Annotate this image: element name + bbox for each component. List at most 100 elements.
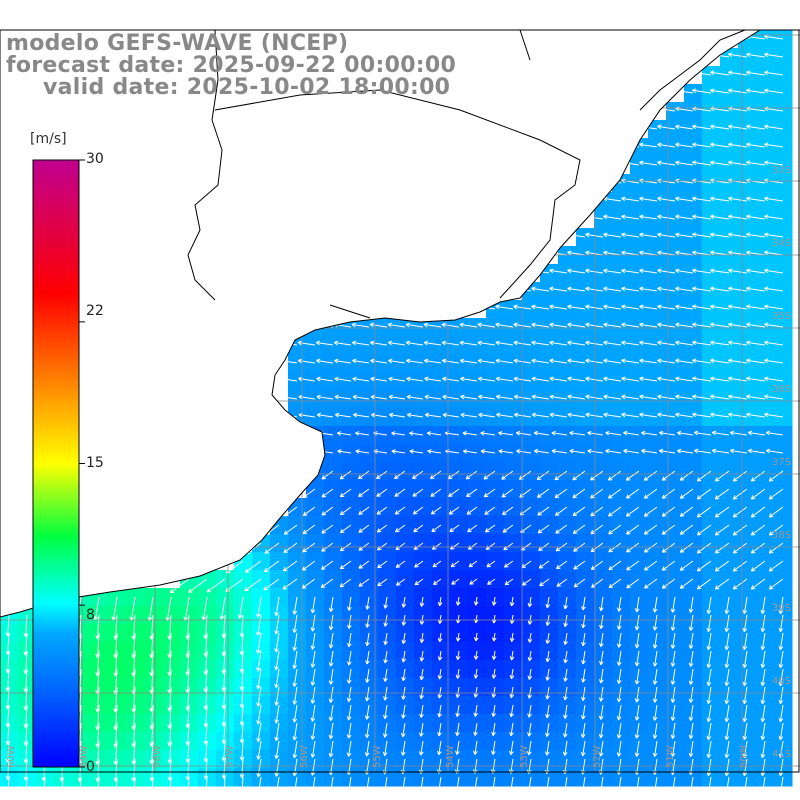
wind-arrow (761, 614, 766, 632)
wind-arrow (130, 596, 136, 621)
speed-cell (666, 516, 685, 535)
wind-arrow-head (256, 773, 259, 778)
wind-arrow (334, 378, 352, 382)
wind-arrow-head (573, 532, 578, 534)
wind-arrow-head (483, 492, 487, 497)
wind-arrow-head (337, 450, 342, 454)
wind-arrow-head (778, 753, 781, 758)
wind-arrow-head (339, 475, 343, 480)
wind-arrow-head (564, 605, 568, 610)
wind-arrow (714, 560, 730, 572)
wind-arrow-head (585, 340, 590, 343)
wind-arrow-head (316, 376, 321, 379)
wind-arrow (567, 305, 586, 310)
wind-arrow-head (441, 324, 446, 328)
wind-arrow-head (551, 448, 556, 452)
wind-arrow-head (275, 666, 279, 671)
wind-arrow-head (310, 609, 313, 614)
wind-arrow (537, 524, 550, 534)
wind-arrow (330, 704, 334, 721)
speed-cell (702, 210, 721, 229)
wind-arrow-head (680, 497, 685, 499)
wind-arrow (779, 632, 784, 650)
wind-arrow (626, 578, 640, 589)
wind-arrow-head (79, 795, 83, 800)
wind-arrow-head (556, 582, 560, 587)
wind-arrow-head (334, 396, 339, 400)
wind-arrow (439, 632, 442, 642)
wind-arrow-head (764, 269, 768, 274)
wind-arrow (484, 506, 496, 515)
wind-arrow-head (528, 676, 533, 680)
wind-arrow (7, 740, 10, 763)
wind-arrow-head (652, 680, 656, 685)
speed-cell (360, 498, 379, 517)
wind-arrow-head (764, 322, 769, 325)
wind-arrow-head (348, 734, 352, 739)
wind-arrow-head (402, 658, 407, 663)
wind-arrow (352, 396, 370, 400)
wind-arrow (264, 542, 280, 554)
wind-arrow-head (732, 585, 736, 590)
speed-cell (666, 156, 685, 175)
wind-arrow (697, 524, 712, 536)
wind-arrow-head (621, 305, 626, 310)
wind-arrow-head (531, 340, 536, 343)
speed-cell (486, 408, 505, 427)
wind-arrow-head (310, 735, 313, 740)
wind-arrow-head (600, 625, 604, 629)
wind-arrow-head (751, 551, 756, 554)
wind-arrow (132, 704, 136, 730)
wind-arrow-head (387, 324, 392, 328)
wind-arrow-head (549, 378, 554, 382)
wind-arrow (728, 413, 748, 418)
wind-arrow-head (675, 161, 679, 166)
speed-cell (648, 516, 667, 535)
wind-arrow-head (621, 304, 626, 307)
speed-cell (702, 318, 721, 337)
wind-arrow-head (692, 88, 697, 91)
wind-arrow-head (400, 732, 404, 737)
wind-arrow-head (459, 342, 464, 346)
wind-arrow (384, 704, 388, 719)
speed-cell (684, 300, 703, 319)
wind-arrow-head (402, 714, 406, 719)
wind-arrow-head (321, 532, 326, 534)
wind-arrow (746, 53, 766, 58)
speed-cell (738, 444, 757, 463)
wind-arrow-head (582, 606, 586, 611)
wind-arrow-head (761, 718, 766, 723)
wind-arrow (732, 488, 748, 500)
wind-arrow-head (707, 718, 712, 723)
wind-arrow-head (733, 587, 738, 590)
wind-arrow (590, 488, 604, 499)
wind-arrow-head (293, 754, 298, 759)
wind-arrow-head (292, 646, 295, 651)
wind-arrow (493, 632, 496, 642)
wind-arrow (474, 686, 478, 698)
wind-arrow-head (365, 605, 368, 610)
speed-cell (504, 318, 523, 337)
speed-cell (522, 534, 541, 553)
wind-arrow-head (346, 734, 350, 739)
wind-arrow-head (402, 621, 407, 626)
wind-arrow (549, 395, 568, 400)
wind-arrow-head (528, 694, 533, 699)
speed-cell (414, 462, 433, 481)
speed-cell (522, 354, 541, 373)
wind-arrow-head (534, 448, 539, 452)
wind-arrow (388, 378, 406, 382)
wind-arrow-head (496, 394, 501, 397)
wind-arrow-head (626, 568, 631, 571)
wind-arrow (761, 740, 766, 758)
wind-arrow (657, 161, 676, 166)
wind-arrow-head (495, 322, 500, 325)
wind-arrow (675, 341, 694, 346)
speed-cell (522, 372, 541, 391)
wind-arrow-head (358, 495, 363, 498)
wind-arrow-head (768, 495, 772, 500)
wind-arrow-head (688, 716, 691, 721)
wind-arrow (275, 704, 280, 724)
speed-cell (468, 336, 487, 355)
wind-arrow-head (707, 664, 712, 669)
